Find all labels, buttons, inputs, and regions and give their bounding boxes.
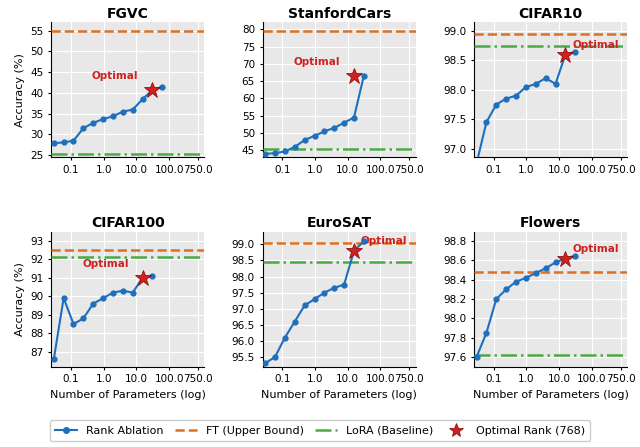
Text: Optimal: Optimal bbox=[92, 71, 138, 81]
Text: Optimal: Optimal bbox=[572, 40, 619, 50]
Title: EuroSAT: EuroSAT bbox=[307, 216, 372, 230]
X-axis label: Number of Parameters (log): Number of Parameters (log) bbox=[261, 390, 417, 400]
Text: Optimal: Optimal bbox=[294, 57, 340, 67]
X-axis label: Number of Parameters (log): Number of Parameters (log) bbox=[473, 390, 628, 400]
Title: FGVC: FGVC bbox=[107, 7, 148, 21]
Title: CIFAR10: CIFAR10 bbox=[518, 7, 582, 21]
Legend: Rank Ablation, FT (Upper Bound), LoRA (Baseline), Optimal Rank (768): Rank Ablation, FT (Upper Bound), LoRA (B… bbox=[50, 420, 590, 442]
Y-axis label: Accuracy (%): Accuracy (%) bbox=[15, 53, 25, 127]
Text: Optimal: Optimal bbox=[82, 259, 129, 269]
Title: Flowers: Flowers bbox=[520, 216, 581, 230]
Y-axis label: Accuracy (%): Accuracy (%) bbox=[15, 262, 25, 336]
Text: Optimal: Optimal bbox=[572, 244, 619, 253]
Text: Optimal: Optimal bbox=[361, 236, 408, 246]
Title: CIFAR100: CIFAR100 bbox=[91, 216, 164, 230]
Title: StanfordCars: StanfordCars bbox=[287, 7, 391, 21]
X-axis label: Number of Parameters (log): Number of Parameters (log) bbox=[50, 390, 205, 400]
